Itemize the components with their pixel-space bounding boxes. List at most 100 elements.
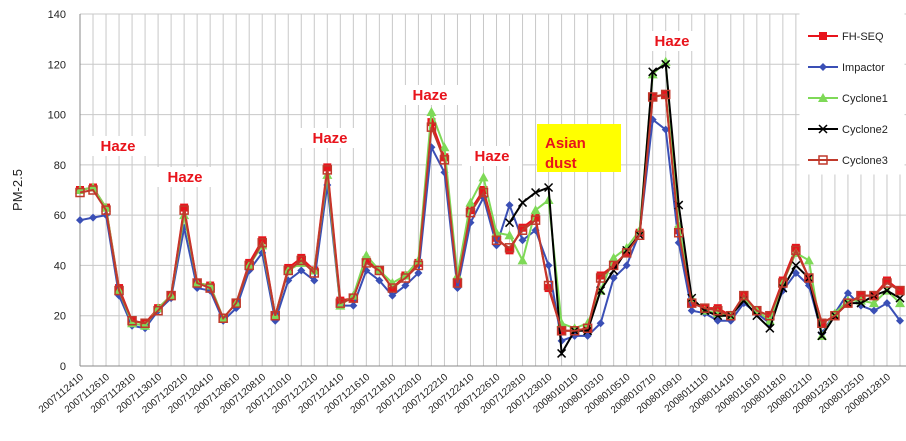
marker bbox=[466, 206, 475, 215]
marker bbox=[673, 227, 684, 238]
marker bbox=[817, 318, 827, 329]
annotation-bg bbox=[155, 167, 215, 187]
y-tick-label: 60 bbox=[54, 210, 66, 222]
marker bbox=[713, 304, 722, 313]
annotation: Haze bbox=[654, 33, 689, 50]
marker bbox=[713, 311, 723, 321]
marker bbox=[387, 283, 398, 293]
marker bbox=[791, 245, 801, 256]
marker bbox=[361, 250, 372, 260]
annotation-bg bbox=[88, 136, 148, 156]
marker bbox=[258, 236, 267, 245]
marker bbox=[414, 268, 423, 277]
annotation: Haze bbox=[312, 130, 347, 147]
marker bbox=[349, 301, 358, 310]
annotation-line: Asian bbox=[545, 135, 586, 152]
marker bbox=[648, 67, 658, 77]
marker bbox=[439, 142, 450, 152]
marker bbox=[530, 205, 541, 215]
marker bbox=[621, 248, 632, 258]
marker bbox=[896, 316, 904, 325]
marker bbox=[192, 278, 202, 288]
marker bbox=[310, 276, 319, 285]
marker bbox=[504, 243, 515, 253]
marker bbox=[778, 278, 788, 288]
marker bbox=[257, 238, 267, 248]
marker bbox=[622, 261, 631, 270]
marker bbox=[791, 260, 801, 270]
marker bbox=[531, 213, 540, 222]
marker bbox=[518, 236, 527, 245]
annotation-bg bbox=[400, 85, 460, 105]
marker bbox=[843, 289, 852, 298]
marker bbox=[869, 306, 878, 315]
marker bbox=[556, 326, 567, 336]
marker bbox=[543, 280, 554, 291]
marker bbox=[505, 201, 514, 210]
marker bbox=[817, 331, 827, 341]
marker bbox=[374, 265, 385, 276]
annotation-bg bbox=[642, 31, 702, 51]
marker bbox=[687, 306, 696, 315]
marker bbox=[544, 261, 553, 270]
marker bbox=[426, 107, 437, 117]
marker bbox=[882, 299, 891, 308]
marker bbox=[492, 241, 501, 250]
marker bbox=[856, 290, 866, 301]
marker bbox=[818, 124, 828, 134]
marker bbox=[453, 284, 462, 293]
marker bbox=[647, 92, 658, 102]
marker bbox=[804, 273, 814, 283]
legend-label: FH-SEQ bbox=[842, 31, 884, 43]
marker bbox=[465, 207, 476, 218]
marker bbox=[726, 310, 736, 321]
marker bbox=[361, 258, 372, 268]
marker bbox=[765, 310, 775, 321]
marker bbox=[752, 311, 762, 321]
marker bbox=[634, 230, 645, 241]
y-axis-label: PM-2.5 bbox=[10, 169, 25, 211]
marker bbox=[179, 205, 189, 215]
marker bbox=[660, 89, 671, 100]
annotation: Asian dust bbox=[545, 135, 586, 172]
marker bbox=[596, 319, 605, 328]
marker bbox=[765, 323, 775, 333]
y-tick-label: 40 bbox=[54, 260, 66, 272]
marker bbox=[205, 283, 215, 293]
marker bbox=[479, 186, 488, 194]
marker bbox=[700, 303, 710, 313]
marker bbox=[309, 268, 320, 278]
marker bbox=[882, 286, 892, 296]
marker bbox=[818, 155, 828, 165]
marker bbox=[819, 32, 827, 40]
marker bbox=[557, 348, 567, 358]
marker bbox=[400, 270, 411, 280]
marker bbox=[348, 293, 359, 303]
marker bbox=[400, 273, 411, 283]
marker bbox=[517, 255, 528, 265]
marker bbox=[296, 255, 307, 266]
marker bbox=[166, 290, 176, 301]
marker bbox=[608, 252, 619, 262]
marker bbox=[569, 326, 580, 336]
marker bbox=[322, 165, 333, 175]
marker bbox=[595, 273, 606, 283]
marker bbox=[868, 298, 879, 308]
annotation-bg bbox=[462, 146, 522, 166]
marker bbox=[140, 318, 150, 329]
series-line bbox=[79, 93, 901, 332]
marker bbox=[895, 293, 905, 303]
marker bbox=[75, 187, 85, 198]
marker bbox=[439, 155, 450, 165]
marker bbox=[608, 260, 619, 271]
legend-label: Impactor bbox=[842, 62, 885, 74]
marker bbox=[89, 213, 98, 222]
marker bbox=[101, 205, 111, 215]
marker bbox=[452, 278, 463, 288]
marker bbox=[478, 187, 489, 198]
marker bbox=[218, 313, 228, 323]
marker bbox=[843, 298, 853, 308]
marker bbox=[153, 305, 163, 316]
